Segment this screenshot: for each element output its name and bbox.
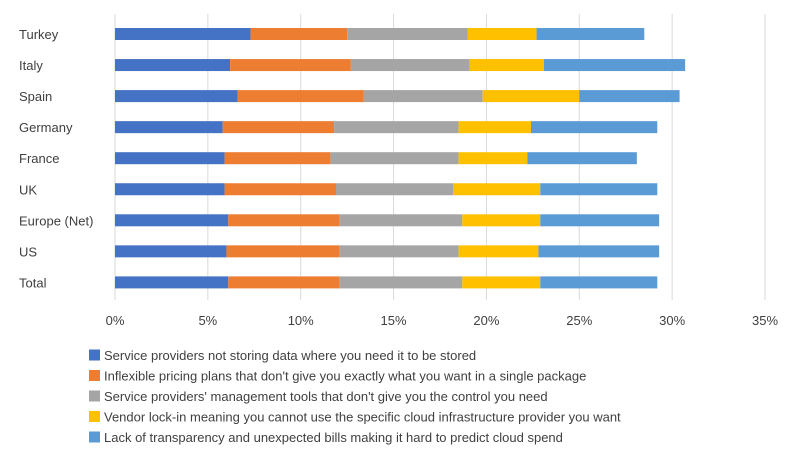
bar-segment [579, 90, 679, 102]
x-tick-label: 25% [566, 313, 592, 328]
legend-label: Service providers' management tools that… [104, 389, 548, 404]
bar-segment [230, 59, 351, 71]
bar-segment [115, 214, 228, 226]
bar-segment [527, 152, 637, 164]
x-tick-label: 15% [381, 313, 407, 328]
bar-segment [544, 59, 685, 71]
stacked-bar-chart: 0% 5% 10% 15% 20% 25% 30% 35% Turkey Italy Spain Ge… [0, 0, 800, 467]
legend-swatch [89, 350, 100, 361]
bar-segment [462, 214, 540, 226]
bar-segment [330, 152, 458, 164]
legend-label: Vendor lock-in meaning you cannot use th… [104, 410, 621, 425]
bar-segment [228, 276, 339, 288]
bar-segment [540, 183, 657, 195]
legend-swatch [89, 411, 100, 422]
x-tick-label: 35% [752, 313, 778, 328]
bar-segment [453, 183, 540, 195]
bar-segment [540, 276, 657, 288]
bar-segment [340, 214, 463, 226]
bar-segment [115, 183, 225, 195]
bar-segment [351, 59, 470, 71]
x-tick-label: 0% [106, 313, 125, 328]
bar-segment [459, 121, 531, 133]
bar-segment [115, 121, 223, 133]
bar-segment [364, 90, 483, 102]
x-tick-label: 10% [288, 313, 314, 328]
legend-swatch [89, 432, 100, 443]
bar-segment [115, 59, 230, 71]
bar-segment [483, 90, 580, 102]
bar-segment [459, 152, 528, 164]
category-label: France [19, 151, 59, 166]
bar-segment [115, 245, 226, 257]
bar-segment [537, 28, 645, 40]
category-label: US [19, 244, 37, 259]
category-label: Spain [19, 89, 52, 104]
legend-label: Inflexible pricing plans that don't give… [104, 369, 586, 384]
category-label: Turkey [19, 27, 59, 42]
bar-segment [540, 214, 659, 226]
bar-segment [225, 183, 336, 195]
legend-swatch [89, 370, 100, 381]
bar-segment [340, 245, 459, 257]
bar-segment [347, 28, 468, 40]
bar-segment [115, 152, 225, 164]
bar-segment [251, 28, 348, 40]
bar-segment [115, 28, 251, 40]
chart-canvas: 0% 5% 10% 15% 20% 25% 30% 35% Turkey Italy Spain Ge… [0, 0, 800, 467]
bar-segment [468, 28, 537, 40]
bar-segment [226, 245, 339, 257]
category-label: Italy [19, 58, 43, 73]
category-label: Europe (Net) [19, 213, 93, 228]
x-tick-label: 5% [198, 313, 217, 328]
legend-label: Service providers not storing data where… [104, 348, 476, 363]
bar-segment [459, 245, 539, 257]
bar-segment [470, 59, 544, 71]
bar-segment [531, 121, 657, 133]
bar-segment [340, 276, 463, 288]
legend-swatch [89, 391, 100, 402]
bar-segment [115, 276, 228, 288]
bar-segment [223, 121, 334, 133]
bar-segment [334, 121, 458, 133]
legend-label: Lack of transparency and unexpected bill… [104, 430, 563, 445]
category-label: UK [19, 182, 37, 197]
x-tick-label: 30% [659, 313, 685, 328]
bar-segment [538, 245, 659, 257]
bar-segment [238, 90, 364, 102]
bar-segment [228, 214, 339, 226]
bar-segment [462, 276, 540, 288]
category-label: Total [19, 275, 47, 290]
bar-segment [225, 152, 331, 164]
bar-segment [115, 90, 238, 102]
category-label: Germany [19, 120, 73, 135]
bar-segment [336, 183, 453, 195]
x-tick-label: 20% [473, 313, 499, 328]
